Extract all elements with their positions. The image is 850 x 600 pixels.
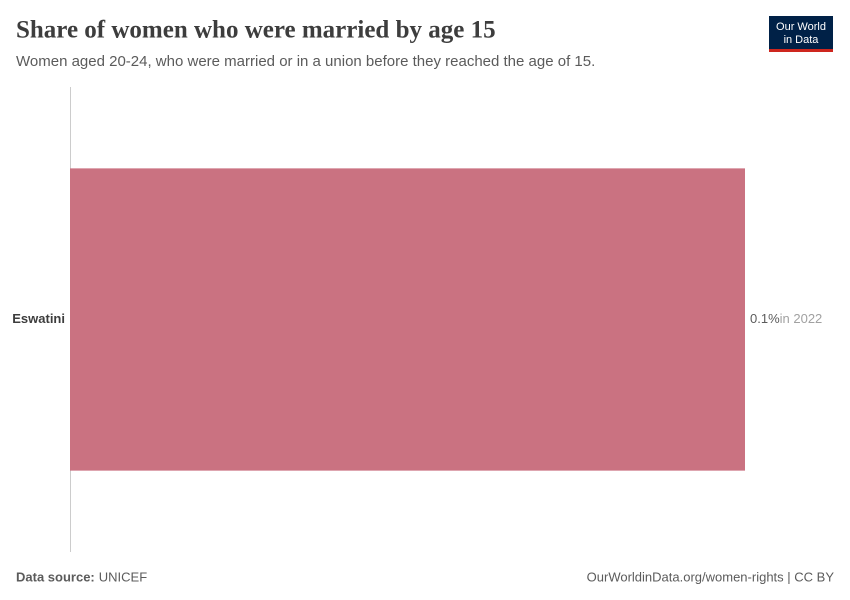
logo-text: in Data (784, 34, 820, 46)
logo-text: Our World (776, 21, 826, 33)
logo-box[interactable] (769, 16, 833, 52)
annotation: in 2022 (780, 311, 823, 326)
chart-title: Share of women who were married by age 1… (16, 17, 496, 44)
footer-link[interactable]: OurWorldinData.org/women-rights | CC BY (587, 569, 835, 584)
bar (70, 168, 745, 471)
value-label: 0.1% (750, 311, 780, 326)
source: UNICEF (99, 569, 147, 584)
logo-stripe (769, 49, 833, 52)
chart-subtitle: Women aged 20-24, who were married or in… (16, 53, 595, 70)
source-label: Data source: (16, 569, 95, 584)
logo[interactable]: Our World in Data (769, 16, 833, 52)
category-label: Eswatini (12, 311, 65, 326)
